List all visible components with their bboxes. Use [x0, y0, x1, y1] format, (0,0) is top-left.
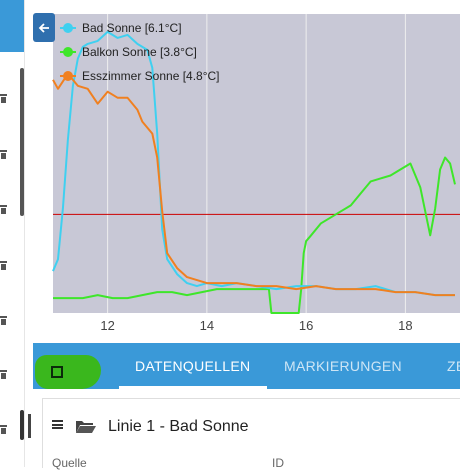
folder-open-icon[interactable] [75, 419, 97, 434]
legend-swatch [60, 47, 76, 57]
column-header-id: ID [272, 456, 284, 470]
trash-icon[interactable] [0, 425, 7, 434]
legend-label: Esszimmer Sonne [4.8°C] [82, 69, 220, 83]
plot-area [53, 14, 460, 313]
chart-panel: 12 14 16 18 [33, 0, 460, 335]
legend-swatch [60, 23, 76, 33]
tab-bar: DATENQUELLEN MARKIERUNGEN ZE [33, 343, 460, 389]
chart-legend: Bad Sonne [6.1°C] Balkon Sonne [3.8°C] E… [60, 16, 220, 88]
x-tick-label: 14 [200, 318, 214, 333]
legend-item-esszimmer-sonne[interactable]: Esszimmer Sonne [4.8°C] [60, 64, 220, 88]
x-tick-label: 12 [100, 318, 114, 333]
x-tick-label: 16 [299, 318, 313, 333]
trash-icon[interactable] [0, 370, 7, 379]
legend-swatch [60, 71, 76, 81]
tab-zeit[interactable]: ZE [447, 358, 460, 374]
arrow-left-icon [38, 22, 49, 33]
legend-label: Balkon Sonne [3.8°C] [82, 45, 197, 59]
series-line-esszimmer-sonne [52, 72, 455, 297]
sidebar-resize-handle[interactable] [20, 410, 24, 440]
panel-resize-handle[interactable] [28, 414, 31, 438]
trash-icon[interactable] [0, 150, 7, 159]
fullscreen-button[interactable] [35, 355, 101, 389]
trash-icon[interactable] [0, 94, 7, 103]
tab-datenquellen[interactable]: DATENQUELLEN [135, 358, 251, 374]
legend-item-bad-sonne[interactable]: Bad Sonne [6.1°C] [60, 16, 220, 40]
active-tab-indicator [119, 386, 267, 389]
tab-markierungen[interactable]: MARKIERUNGEN [284, 358, 402, 374]
trash-icon[interactable] [0, 205, 7, 214]
legend-item-balkon-sonne[interactable]: Balkon Sonne [3.8°C] [60, 40, 220, 64]
series-line-balkon-sonne [53, 156, 456, 314]
x-tick-label: 18 [398, 318, 412, 333]
sidebar [0, 0, 25, 467]
data-source-card [42, 398, 460, 468]
sidebar-scrollbar[interactable] [20, 68, 24, 216]
line-chart: 12 14 16 18 [52, 14, 460, 333]
sidebar-header [0, 0, 24, 52]
trash-icon[interactable] [0, 316, 7, 325]
drag-menu-icon[interactable] [52, 420, 63, 429]
column-header-source: Quelle [52, 456, 87, 470]
trash-icon[interactable] [0, 261, 7, 270]
fullscreen-icon [51, 366, 63, 378]
legend-label: Bad Sonne [6.1°C] [82, 21, 182, 35]
line-title: Linie 1 - Bad Sonne [108, 418, 249, 435]
back-button[interactable] [33, 13, 55, 42]
